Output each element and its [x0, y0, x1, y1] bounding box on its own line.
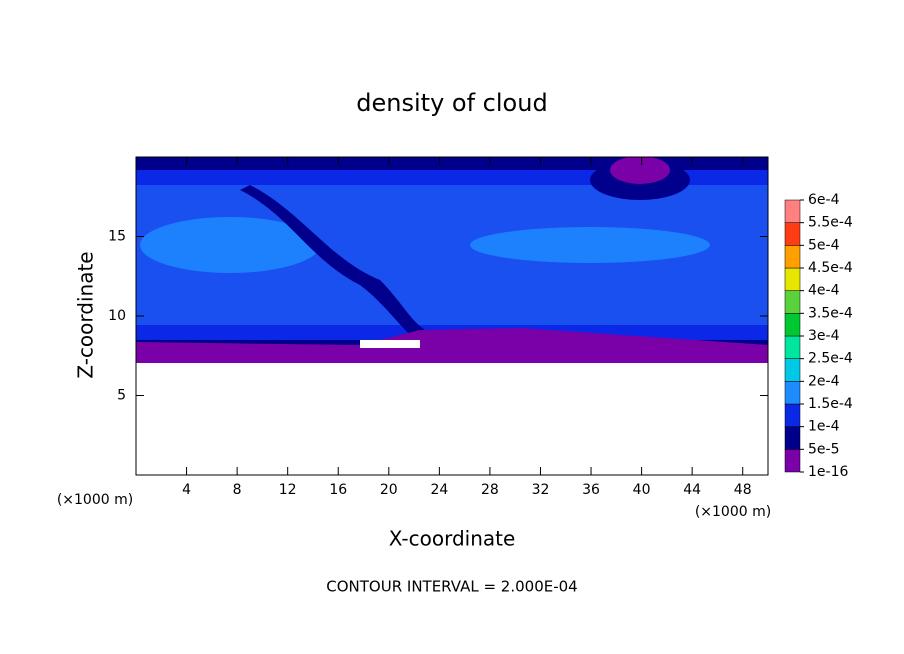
y-tick-label: 5: [117, 388, 126, 404]
contour-empty: [136, 363, 768, 475]
x-tick-label: 28: [481, 482, 499, 498]
colorbar-label: 3e-4: [808, 328, 840, 344]
y-tick-label: 15: [108, 229, 126, 245]
colorbar-box: [784, 335, 801, 359]
x-unit: (×1000 m): [695, 504, 771, 520]
x-tick-label: 32: [532, 482, 550, 498]
colorbar-box: [784, 381, 801, 405]
colorbar-box: [784, 245, 801, 269]
contour-gap: [360, 340, 420, 348]
x-tick-label: 8: [233, 482, 242, 498]
colorbar-label: 5e-5: [808, 441, 839, 457]
colorbar-label: 6e-4: [808, 192, 840, 208]
colorbar-label: 1e-4: [808, 419, 840, 435]
colorbar-box: [784, 267, 801, 291]
colorbar-label: 5e-4: [808, 237, 840, 253]
x-tick-label: 4: [182, 482, 191, 498]
chart-title: density of cloud: [356, 89, 547, 117]
footer: CONTOUR INTERVAL = 2.000E-04: [326, 578, 577, 596]
contour-field: [136, 157, 768, 475]
colorbar-box: [784, 290, 801, 314]
contour-fill: [610, 157, 670, 184]
x-tick-label: 48: [734, 482, 752, 498]
contour-fill: [136, 328, 768, 363]
colorbar-box: [784, 403, 801, 427]
colorbar-box: [784, 449, 801, 473]
colorbar-box: [784, 222, 801, 246]
colorbar-label: 3.5e-4: [808, 305, 853, 321]
x-tick-label: 12: [279, 482, 297, 498]
colorbar-label: 2.5e-4: [808, 351, 853, 367]
x-tick-label: 36: [582, 482, 600, 498]
colorbar-box: [784, 358, 801, 382]
x-tick-label: 44: [683, 482, 701, 498]
x-tick-label: 16: [329, 482, 347, 498]
contour-fill: [240, 185, 425, 335]
y-tick-label: 10: [108, 308, 126, 324]
y-unit: (×1000 m): [57, 492, 133, 508]
contour-fill: [470, 227, 710, 263]
colorbar-label: 1e-16: [808, 464, 848, 480]
colorbar-label: 5.5e-4: [808, 215, 853, 231]
x-tick-label: 40: [633, 482, 651, 498]
colorbar-label: 1.5e-4: [808, 396, 853, 412]
x-tick-label: 24: [430, 482, 448, 498]
x-tick-label: 20: [380, 482, 398, 498]
colorbar-box: [784, 199, 801, 223]
colorbar-label: 4.5e-4: [808, 260, 853, 276]
colorbar-label: 2e-4: [808, 373, 840, 389]
colorbar-label: 4e-4: [808, 283, 840, 299]
x-axis-label: X-coordinate: [389, 527, 516, 551]
contour-fill: [140, 217, 320, 273]
y-axis-label: Z-coordinate: [74, 251, 98, 378]
colorbar-box: [784, 313, 801, 337]
colorbar-box: [784, 426, 801, 450]
